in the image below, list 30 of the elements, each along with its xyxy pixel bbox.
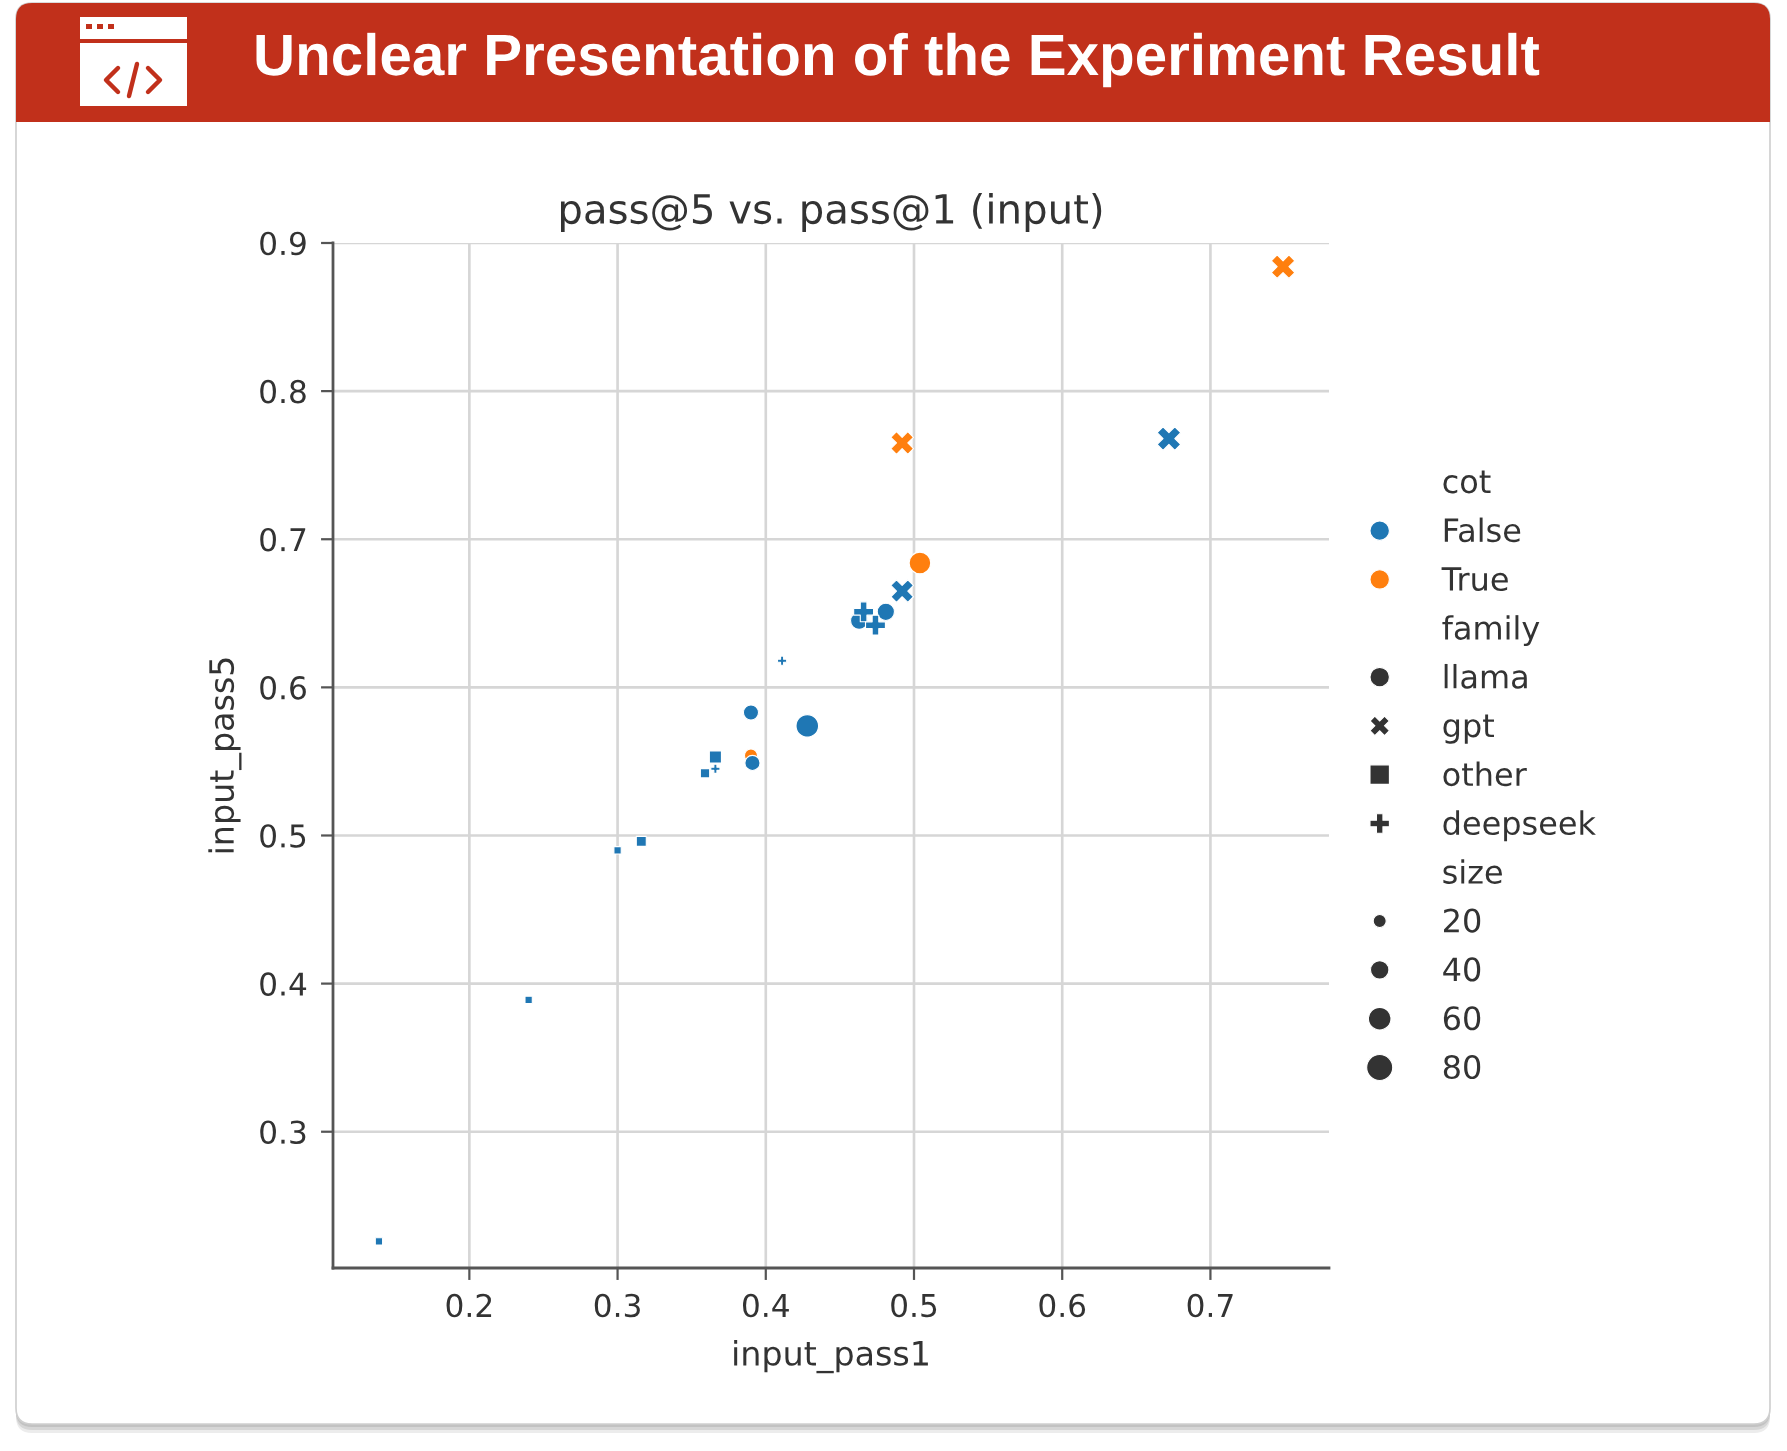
legend-label: True — [1441, 567, 1508, 592]
x-tick-label: 0.5 — [891, 1293, 937, 1318]
y-tick-label: 0.8 — [260, 379, 306, 404]
legend-label: other — [1443, 761, 1527, 787]
chart-subtitle: pass@5 vs. pass@1 (input) — [561, 192, 1102, 232]
legend-label: False — [1444, 517, 1521, 543]
legend-label: llama — [1444, 663, 1527, 689]
legend-label: gpt — [1443, 714, 1494, 744]
y-tick-label: 0.9 — [260, 231, 306, 256]
legend-label: deepseek — [1443, 810, 1596, 842]
legend-label: 20 — [1444, 908, 1481, 933]
y-tick-label: 0.6 — [260, 676, 306, 700]
x-tick-label: 0.6 — [1039, 1293, 1086, 1318]
y-tick-label: 0.4 — [260, 972, 307, 996]
y-tick-label: 0.5 — [260, 824, 306, 848]
y-axis-title: input_pass5 — [208, 658, 242, 853]
text: size — [1443, 859, 1502, 884]
x-axis-title: input_pass1 — [734, 1340, 928, 1374]
x-tick-label: 0.7 — [1187, 1293, 1233, 1318]
x-tick-label: 0.2 — [446, 1293, 492, 1318]
text: cot — [1443, 470, 1491, 494]
legend-label: 80 — [1443, 1054, 1481, 1080]
legend-label: 40 — [1443, 957, 1481, 982]
x-tick-label: 0.3 — [594, 1293, 640, 1318]
y-tick-label: 0.7 — [260, 527, 306, 552]
chart-title: Unclear Presentation of the Experiment Result — [256, 32, 1540, 88]
text: family — [1442, 615, 1540, 647]
x-tick-label: 0.4 — [743, 1293, 789, 1318]
y-tick-label: 0.3 — [260, 1120, 306, 1145]
legend-label: 60 — [1443, 1006, 1481, 1031]
